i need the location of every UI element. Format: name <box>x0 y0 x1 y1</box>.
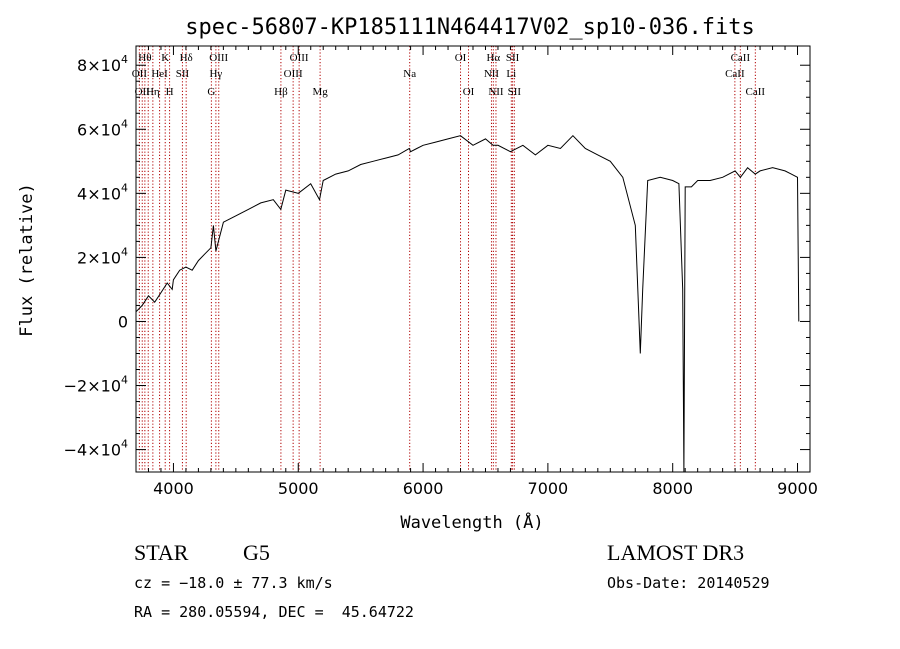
obs-date-text: Obs-Date: 20140529 <box>607 574 770 592</box>
spectral-line-label: OIII <box>209 52 228 64</box>
spectral-line-label: Hα <box>486 52 500 64</box>
x-axis: 4000 5000 6000 7000 8000 9000 <box>135 46 818 498</box>
spectral-line-label: OII <box>135 86 151 98</box>
y-tick-label: 4×104 <box>77 181 128 203</box>
spectral-line-label: SII <box>506 52 520 64</box>
y-tick-label: 0 <box>118 312 128 331</box>
spectral-line-label: CaII <box>746 86 766 98</box>
spectral-line-label: OI <box>463 86 475 98</box>
spectral-line-label: CaII <box>731 52 751 64</box>
spectral-line-label: H <box>166 86 174 98</box>
spectral-line-label: OIII <box>284 68 303 80</box>
object-class: STAR <box>134 540 189 565</box>
survey-name: LAMOST DR3 <box>607 540 745 565</box>
coordinates-text: RA = 280.05594, DEC = 45.64722 <box>134 603 414 621</box>
x-tick-label: 8000 <box>652 479 693 498</box>
spectral-line-label: Li <box>506 68 516 80</box>
y-tick-label: −4×104 <box>64 438 128 460</box>
x-tick-label: 6000 <box>403 479 444 498</box>
spectral-line-label: K <box>161 52 169 64</box>
spectral-line-label: Hθ <box>138 52 151 64</box>
spectral-line-label: Hη <box>146 86 160 98</box>
y-axis-label: Flux (relative) <box>17 183 37 337</box>
spectral-line-label: Hβ <box>274 86 288 98</box>
y-tick-label: 8×104 <box>77 53 128 75</box>
spectral-line-label: HeI <box>151 68 168 80</box>
object-subclass: G5 <box>243 540 270 565</box>
spectral-line-labels: OIIOIIHθHηHeIKHSIIHδGHγOIIIHβOIIIOIIIMgN… <box>132 52 766 98</box>
spectral-line-label: Hγ <box>209 68 222 80</box>
spectral-line-label: SII <box>508 86 522 98</box>
y-tick-label: −2×104 <box>64 374 128 396</box>
spectral-line-label: Na <box>403 68 416 80</box>
y-axis: 8×104 6×104 4×104 2×104 0 −2×104 −4×104 <box>64 53 810 460</box>
x-tick-label: 5000 <box>278 479 319 498</box>
x-tick-label: 7000 <box>528 479 569 498</box>
spectral-line-label: OII <box>132 68 148 80</box>
y-tick-label: 6×104 <box>77 117 128 139</box>
spectral-line-label: NII <box>488 86 504 98</box>
spectral-line-markers <box>138 46 756 472</box>
plot-frame <box>135 45 811 473</box>
flux-series <box>135 134 800 473</box>
y-tick-label: 2×104 <box>77 245 128 267</box>
flux-line <box>135 134 800 473</box>
spectral-line-label: G <box>207 86 215 98</box>
spectral-line-label: CaII <box>725 68 745 80</box>
spectral-line-label: Hδ <box>180 52 193 64</box>
spectral-line-label: OIII <box>290 52 309 64</box>
x-axis-label: Wavelength (Å) <box>400 511 543 533</box>
x-tick-label: 9000 <box>777 479 818 498</box>
spectral-line-label: OI <box>455 52 467 64</box>
spectral-line-label: SII <box>176 68 190 80</box>
x-tick-label: 4000 <box>153 479 194 498</box>
chart-title: spec-56807-KP185111N464417V02_sp10-036.f… <box>185 15 755 40</box>
spectral-line-label: Mg <box>312 86 328 98</box>
redshift-text: cz = −18.0 ± 77.3 km/s <box>134 574 333 592</box>
spectral-line-label: NII <box>484 68 500 80</box>
